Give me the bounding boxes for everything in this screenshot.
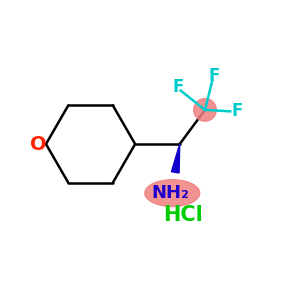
Ellipse shape bbox=[145, 180, 200, 206]
Text: F: F bbox=[231, 102, 242, 120]
Text: F: F bbox=[208, 67, 220, 85]
Text: NH₂: NH₂ bbox=[152, 184, 190, 202]
Text: F: F bbox=[172, 78, 184, 96]
Circle shape bbox=[194, 99, 216, 121]
Polygon shape bbox=[171, 144, 180, 173]
Text: O: O bbox=[30, 135, 47, 154]
Text: HCl: HCl bbox=[163, 206, 202, 225]
